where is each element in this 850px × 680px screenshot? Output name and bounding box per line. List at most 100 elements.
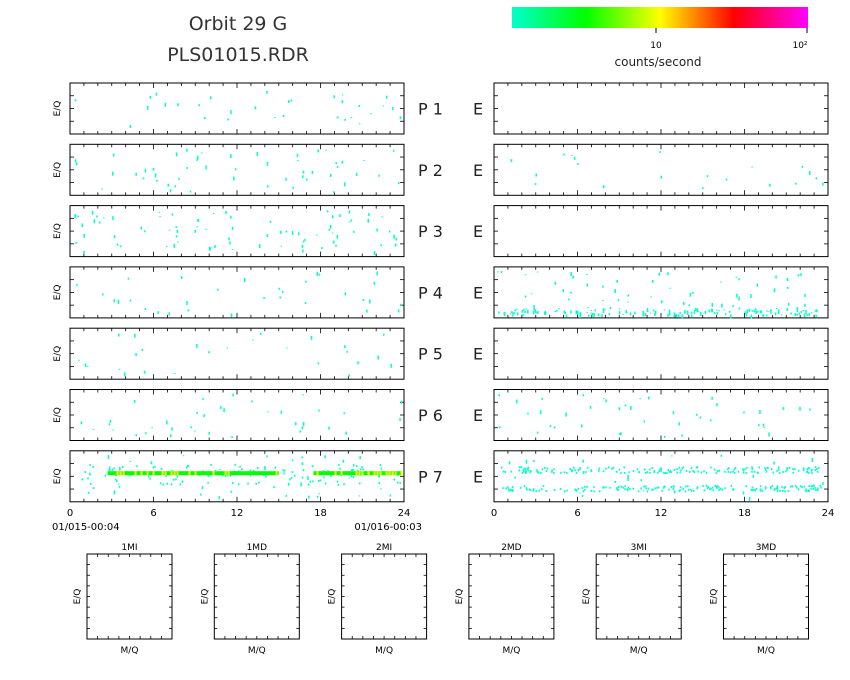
data-point-band xyxy=(569,467,571,470)
data-point xyxy=(681,434,683,437)
data-point-band xyxy=(796,310,799,312)
data-point xyxy=(324,455,326,459)
data-point-band xyxy=(686,310,689,315)
data-point xyxy=(669,287,671,289)
data-point xyxy=(706,175,709,178)
data-point-band xyxy=(652,488,654,491)
data-point-band xyxy=(543,311,546,315)
data-point xyxy=(173,243,176,248)
data-point xyxy=(231,248,234,250)
data-point xyxy=(663,435,666,438)
data-point-band xyxy=(751,466,753,469)
data-point-band xyxy=(770,468,773,471)
data-point-band xyxy=(818,466,820,469)
data-point-band xyxy=(534,309,537,312)
data-point xyxy=(266,455,268,458)
data-point-band xyxy=(181,480,184,483)
data-point-band xyxy=(794,313,796,317)
data-point-band xyxy=(258,481,260,484)
data-point xyxy=(297,159,299,161)
data-point-band xyxy=(551,469,553,472)
data-point xyxy=(369,299,371,304)
data-point-band xyxy=(751,309,754,312)
data-point-band xyxy=(700,471,703,474)
data-point xyxy=(815,177,818,180)
data-point-band xyxy=(612,466,615,469)
data-point-band xyxy=(664,485,666,488)
data-point xyxy=(102,293,104,296)
data-point xyxy=(589,405,592,409)
data-point-band xyxy=(673,312,676,316)
data-point xyxy=(151,427,153,429)
data-point-band xyxy=(716,311,719,315)
data-point xyxy=(358,495,361,497)
data-point xyxy=(204,117,206,120)
data-point-band xyxy=(532,310,535,315)
data-point-band xyxy=(502,487,504,490)
data-point xyxy=(213,212,215,214)
data-point-band xyxy=(660,469,662,472)
data-point xyxy=(333,240,335,244)
data-point xyxy=(198,104,200,107)
intense-band-peak xyxy=(224,471,227,476)
intense-band-peak xyxy=(134,471,137,476)
data-point-band xyxy=(587,466,589,469)
data-point xyxy=(388,230,391,233)
data-point xyxy=(773,461,775,465)
data-point-band xyxy=(796,486,798,489)
data-point xyxy=(355,172,358,176)
data-point-band xyxy=(816,467,818,470)
data-point-band xyxy=(656,486,658,489)
data-point xyxy=(266,90,268,94)
data-point-band xyxy=(620,485,623,488)
data-point-band xyxy=(705,484,708,487)
data-point xyxy=(393,234,395,239)
data-point xyxy=(186,301,188,306)
data-point-band xyxy=(755,312,758,314)
data-point-band xyxy=(510,488,512,491)
data-point xyxy=(350,219,353,222)
data-point-band xyxy=(789,485,792,488)
data-point xyxy=(197,155,199,160)
data-point-band xyxy=(170,483,173,486)
data-point-band xyxy=(807,471,810,474)
data-point-band xyxy=(705,471,708,474)
mass-panel-title: 1MD xyxy=(247,543,267,553)
data-point xyxy=(156,179,158,182)
data-point xyxy=(145,432,147,435)
data-point xyxy=(670,455,673,457)
data-point xyxy=(205,228,207,230)
data-point xyxy=(291,459,294,462)
data-point-band xyxy=(684,490,687,493)
data-point xyxy=(292,186,295,189)
data-point xyxy=(329,224,332,229)
intense-band-peak xyxy=(194,471,197,476)
data-point xyxy=(397,309,400,313)
data-point-band xyxy=(565,471,568,474)
data-point xyxy=(742,491,745,495)
data-point xyxy=(627,476,629,481)
data-point xyxy=(643,420,646,423)
data-point-band xyxy=(730,314,732,319)
data-point xyxy=(533,305,535,310)
row-label: P 3 xyxy=(418,222,443,241)
data-point-band xyxy=(646,490,649,493)
data-point-band xyxy=(801,486,803,489)
data-point xyxy=(152,167,155,171)
data-point-band xyxy=(615,470,618,473)
data-point-band xyxy=(337,483,340,486)
data-point xyxy=(658,272,660,276)
data-point-band xyxy=(503,312,506,317)
data-point xyxy=(554,281,557,285)
data-point-band xyxy=(361,466,363,469)
data-point xyxy=(196,412,198,415)
data-point-band xyxy=(679,489,681,492)
data-point-band xyxy=(770,310,772,314)
data-point xyxy=(299,430,302,433)
data-point-band xyxy=(551,470,553,473)
data-point-band xyxy=(89,464,91,467)
data-point-band xyxy=(645,487,647,490)
data-point-band xyxy=(727,470,730,473)
data-point xyxy=(736,293,738,298)
data-point xyxy=(317,362,320,365)
